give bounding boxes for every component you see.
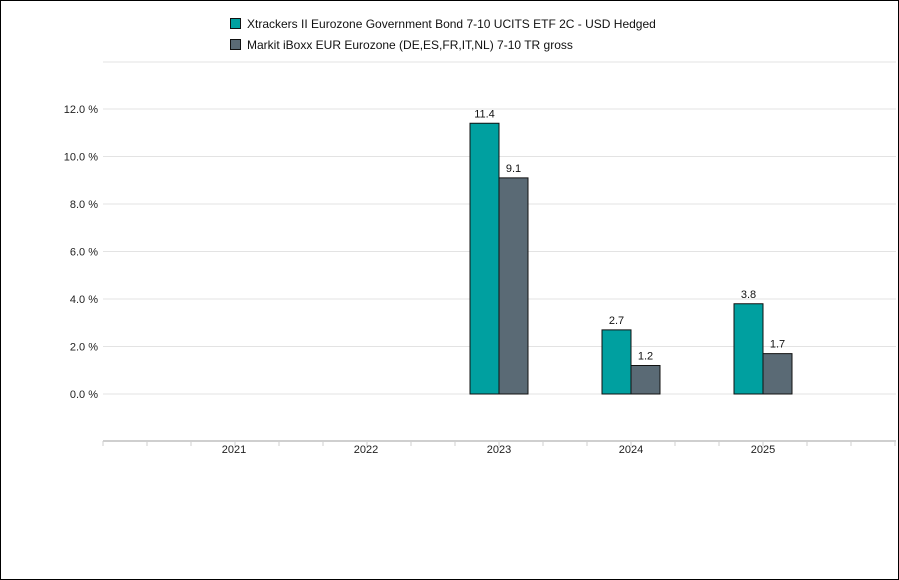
bar — [469, 122, 500, 395]
x-tick-label: 2024 — [619, 444, 643, 456]
data-label: 9.1 — [506, 163, 521, 175]
legend-item-fund[interactable]: Xtrackers II Eurozone Government Bond 7-… — [230, 13, 656, 34]
bar — [601, 329, 632, 395]
x-tick-label: 2025 — [751, 444, 775, 456]
data-label: 2.7 — [609, 315, 624, 327]
bar — [733, 303, 764, 395]
bar — [762, 353, 793, 395]
y-tick-label: 4.0 % — [70, 294, 98, 306]
bar — [630, 365, 661, 395]
x-tick-label: 2022 — [354, 444, 378, 456]
data-label: 11.4 — [474, 108, 495, 120]
legend-item-index[interactable]: Markit iBoxx EUR Eurozone (DE,ES,FR,IT,N… — [230, 34, 656, 55]
x-tick-label: 2023 — [487, 444, 511, 456]
bar — [498, 177, 529, 395]
data-label: 1.2 — [638, 351, 653, 363]
legend-swatch-index — [230, 39, 241, 50]
legend: Xtrackers II Eurozone Government Bond 7-… — [230, 13, 656, 55]
y-tick-label: 0.0 % — [70, 389, 98, 401]
y-tick-label: 8.0 % — [70, 199, 98, 211]
y-tick-label: 12.0 % — [64, 104, 98, 116]
y-tick-label: 2.0 % — [70, 342, 98, 354]
x-tick-label: 2021 — [222, 444, 246, 456]
y-tick-label: 6.0 % — [70, 247, 98, 259]
legend-swatch-fund — [230, 18, 241, 29]
data-label: 3.8 — [741, 289, 756, 301]
legend-label-index: Markit iBoxx EUR Eurozone (DE,ES,FR,IT,N… — [247, 37, 573, 52]
y-tick-label: 10.0 % — [64, 152, 98, 164]
data-label: 1.7 — [770, 339, 785, 351]
legend-label-fund: Xtrackers II Eurozone Government Bond 7-… — [247, 16, 656, 31]
